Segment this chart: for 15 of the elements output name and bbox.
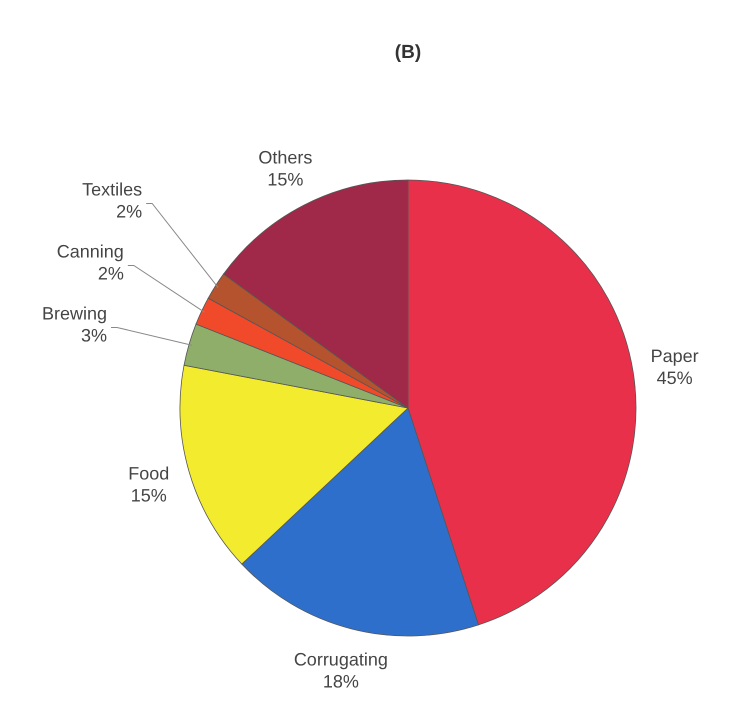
slice-label: Brewing xyxy=(42,303,108,324)
data-label: 2% xyxy=(98,263,124,284)
data-label: 2% xyxy=(116,201,142,222)
slice-label: Food xyxy=(128,463,170,484)
slice-label: Paper xyxy=(650,346,699,366)
data-label: 15% xyxy=(267,169,304,190)
slice-label: Others xyxy=(258,147,312,168)
data-label: 3% xyxy=(81,325,108,346)
data-label: 18% xyxy=(322,672,359,692)
data-label: 15% xyxy=(130,485,167,506)
slice-label: Canning xyxy=(56,241,124,262)
slice-label: Textiles xyxy=(82,179,142,200)
chart-title: (B) xyxy=(394,42,422,63)
data-label: 45% xyxy=(656,368,693,388)
slice-label: Corrugating xyxy=(294,650,388,670)
